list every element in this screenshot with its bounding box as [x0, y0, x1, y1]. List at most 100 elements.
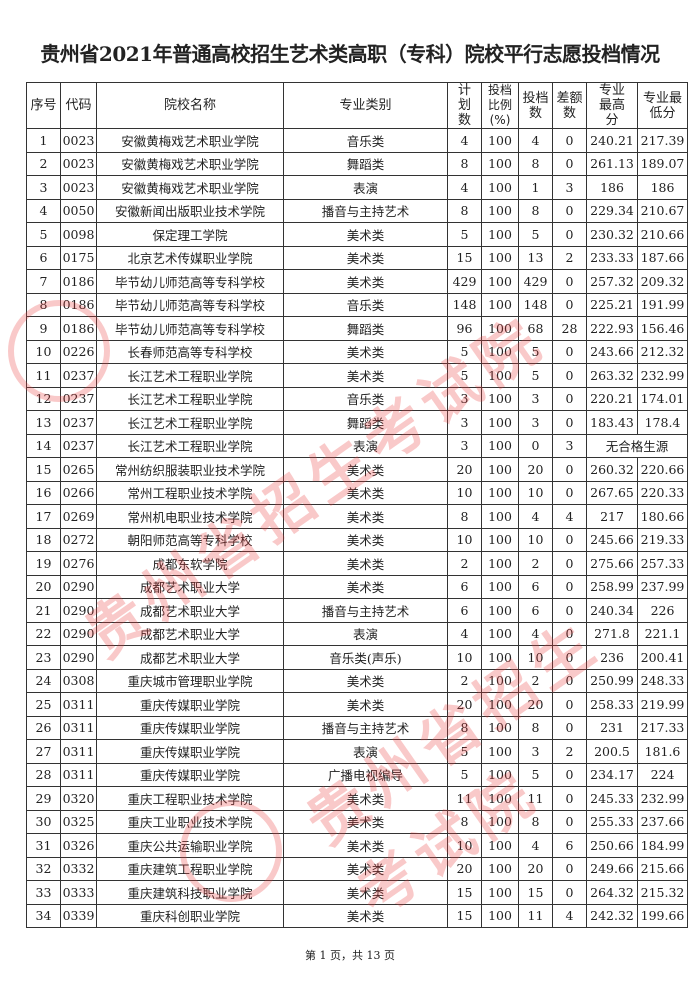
- plan-count: 2: [447, 551, 482, 576]
- plan-count: 4: [447, 621, 482, 646]
- school-name: 毕节幼儿师范高等专科学校: [96, 269, 284, 294]
- shortfall-count: 0: [552, 621, 587, 646]
- row-index: 15: [26, 457, 61, 482]
- admission-ratio: 100: [481, 386, 519, 411]
- school-code: 0186: [60, 316, 97, 341]
- admission-ratio: 100: [481, 833, 519, 858]
- school-code: 0237: [60, 386, 97, 411]
- plan-count: 3: [447, 410, 482, 435]
- header-max-score: 专业最高分: [586, 82, 638, 129]
- plan-count: 5: [447, 339, 482, 364]
- plan-count: 10: [447, 645, 482, 670]
- admitted-count: 3: [518, 386, 553, 411]
- min-score: 178.4: [637, 410, 688, 435]
- school-name: 重庆传媒职业学院: [96, 739, 284, 764]
- admitted-count: 13: [518, 245, 553, 270]
- min-score: 220.66: [637, 457, 688, 482]
- min-score: 174.01: [637, 386, 688, 411]
- major-category: 美术类: [283, 339, 448, 364]
- min-score: 186: [637, 175, 688, 200]
- school-code: 0266: [60, 480, 97, 505]
- admission-ratio: 100: [481, 786, 519, 811]
- school-name: 安徽黄梅戏艺术职业学院: [96, 151, 284, 176]
- max-score: 250.66: [586, 833, 638, 858]
- plan-count: 15: [447, 880, 482, 905]
- admission-ratio: 100: [481, 880, 519, 905]
- min-score: 210.67: [637, 198, 688, 223]
- max-score: 255.33: [586, 809, 638, 834]
- admitted-count: 68: [518, 316, 553, 341]
- school-code: 0339: [60, 903, 97, 928]
- admission-ratio: 100: [481, 504, 519, 529]
- major-category: 美术类: [283, 856, 448, 881]
- table-row: 27 0311 重庆传媒职业学院 表演 5 100 3 2 200.5 181.6: [26, 739, 688, 764]
- major-category: 舞蹈类: [283, 151, 448, 176]
- major-category: 音乐类: [283, 128, 448, 153]
- plan-count: 96: [447, 316, 482, 341]
- row-index: 20: [26, 574, 61, 599]
- plan-count: 3: [447, 386, 482, 411]
- row-index: 29: [26, 786, 61, 811]
- shortfall-count: 4: [552, 903, 587, 928]
- max-score: 230.32: [586, 222, 638, 247]
- table-row: 34 0339 重庆科创职业学院 美术类 15 100 11 4 242.32 199.66: [26, 903, 688, 928]
- major-category: 美术类: [283, 833, 448, 858]
- school-name: 保定理工学院: [96, 222, 284, 247]
- major-category: 美术类: [283, 504, 448, 529]
- school-name: 重庆传媒职业学院: [96, 692, 284, 717]
- school-code: 0186: [60, 269, 97, 294]
- row-index: 22: [26, 621, 61, 646]
- school-code: 0272: [60, 527, 97, 552]
- max-score: 258.33: [586, 692, 638, 717]
- row-index: 2: [26, 151, 61, 176]
- max-score: 217: [586, 504, 638, 529]
- min-score: 184.99: [637, 833, 688, 858]
- shortfall-count: 6: [552, 833, 587, 858]
- min-score: 224: [637, 762, 688, 787]
- admission-ratio: 100: [481, 480, 519, 505]
- plan-count: 2: [447, 668, 482, 693]
- row-index: 10: [26, 339, 61, 364]
- shortfall-count: 0: [552, 457, 587, 482]
- shortfall-count: 0: [552, 692, 587, 717]
- max-score: 183.43: [586, 410, 638, 435]
- admitted-count: 4: [518, 833, 553, 858]
- school-name: 重庆传媒职业学院: [96, 715, 284, 740]
- shortfall-count: 2: [552, 739, 587, 764]
- admission-ratio: 100: [481, 551, 519, 576]
- school-name: 成都艺术职业大学: [96, 645, 284, 670]
- admitted-count: 20: [518, 457, 553, 482]
- major-category: 播音与主持艺术: [283, 198, 448, 223]
- plan-count: 11: [447, 786, 482, 811]
- admitted-count: 8: [518, 151, 553, 176]
- admitted-count: 20: [518, 856, 553, 881]
- school-code: 0320: [60, 786, 97, 811]
- school-code: 0333: [60, 880, 97, 905]
- table-row: 19 0276 成都东软学院 美术类 2 100 2 0 275.66 257.33: [26, 551, 688, 576]
- min-score: 217.39: [637, 128, 688, 153]
- admitted-count: 10: [518, 527, 553, 552]
- table-row: 25 0311 重庆传媒职业学院 美术类 20 100 20 0 258.33 219.99: [26, 692, 688, 717]
- min-score: 237.99: [637, 574, 688, 599]
- table-row: 22 0290 成都艺术职业大学 表演 4 100 4 0 271.8 221.1: [26, 621, 688, 646]
- table-row: 7 0186 毕节幼儿师范高等专科学校 美术类 429 100 429 0 257.32 209.…: [26, 269, 688, 294]
- school-name: 重庆传媒职业学院: [96, 762, 284, 787]
- admitted-count: 11: [518, 786, 553, 811]
- school-code: 0265: [60, 457, 97, 482]
- admission-ratio: 100: [481, 128, 519, 153]
- plan-count: 8: [447, 151, 482, 176]
- admission-ratio: 100: [481, 175, 519, 200]
- max-score: 186: [586, 175, 638, 200]
- school-code: 0311: [60, 692, 97, 717]
- admitted-count: 1: [518, 175, 553, 200]
- school-name: 常州工程职业技术学院: [96, 480, 284, 505]
- admission-ratio: 100: [481, 598, 519, 623]
- school-code: 0186: [60, 292, 97, 317]
- school-name: 成都东软学院: [96, 551, 284, 576]
- table-row: 31 0326 重庆公共运输职业学院 美术类 10 100 4 6 250.66 184.99: [26, 833, 688, 858]
- max-score: 245.33: [586, 786, 638, 811]
- header-major: 专业类别: [283, 82, 448, 129]
- row-index: 26: [26, 715, 61, 740]
- school-name: 安徽新闻出版职业技术学院: [96, 198, 284, 223]
- admission-ratio: 100: [481, 692, 519, 717]
